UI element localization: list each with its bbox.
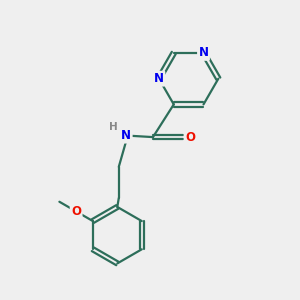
Text: N: N bbox=[199, 46, 208, 59]
Text: O: O bbox=[185, 130, 195, 144]
Text: H: H bbox=[109, 122, 118, 132]
Text: O: O bbox=[71, 205, 81, 218]
Text: N: N bbox=[121, 129, 131, 142]
Text: N: N bbox=[154, 72, 164, 85]
